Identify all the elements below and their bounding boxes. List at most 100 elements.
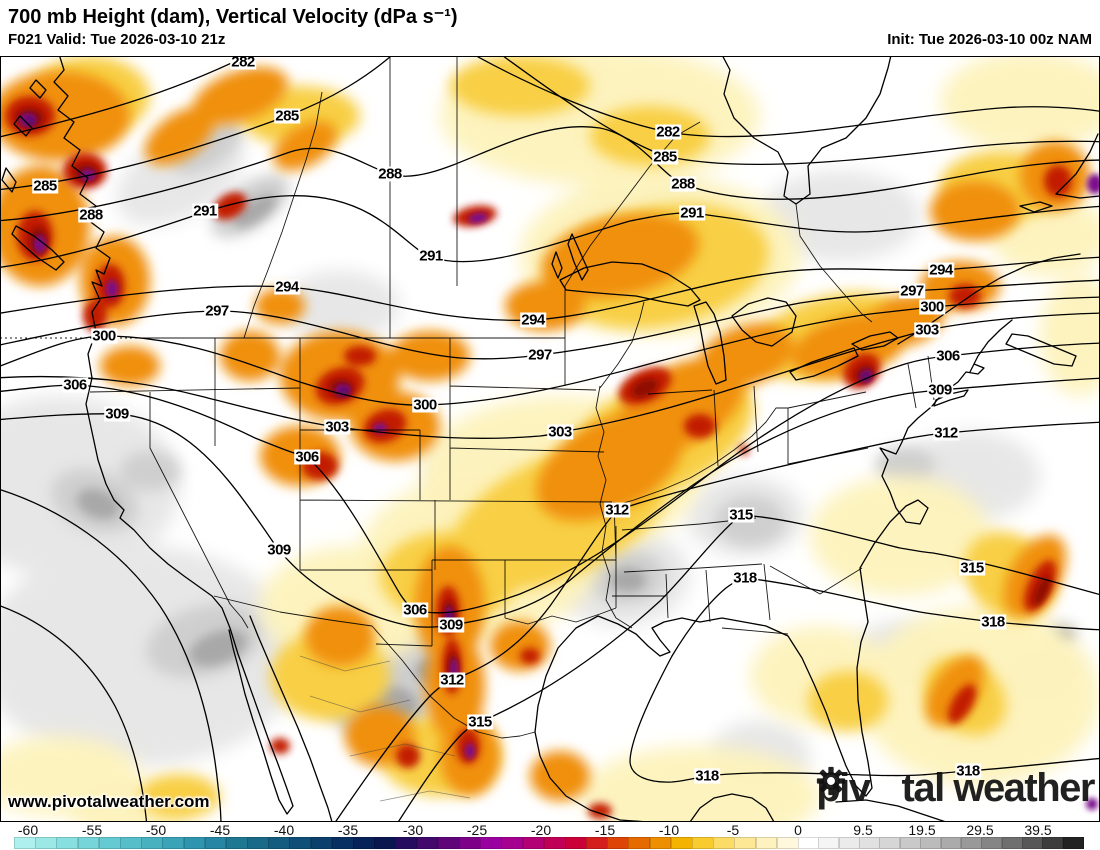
colorbar-cell (628, 837, 651, 849)
colorbar-cell (670, 837, 693, 849)
colorbar-tick--15: -15 (594, 822, 616, 838)
map-canvas (0, 56, 1100, 822)
contour-318-north (671, 577, 1100, 657)
colorbar-cell (649, 837, 672, 849)
colorbar-cell (353, 837, 375, 849)
contour-label-285: 285 (274, 107, 300, 125)
contour-label-312: 312 (604, 501, 630, 519)
colorbar-cell (501, 837, 524, 849)
colorbar-cell (879, 837, 901, 849)
colorbar-cell (859, 837, 881, 849)
nova-scotia (1005, 333, 1077, 367)
colorbar-cell (734, 837, 757, 849)
colorbar-tick-39.5: 39.5 (1024, 822, 1052, 838)
contour-label-312: 312 (933, 424, 959, 442)
contour-label-297: 297 (527, 346, 553, 364)
contour-315-west (0, 605, 148, 822)
weather-map: 282 282 285 285 285 288 288 288 291 291 291 294 294 2… (0, 56, 1100, 822)
colorbar-cell (564, 837, 587, 849)
lake-erie (789, 347, 859, 381)
yucatan (689, 793, 775, 822)
colorbar-cell (141, 837, 163, 849)
contour-312-west (0, 488, 222, 822)
colorbar-tick-9.5: 9.5 (853, 822, 873, 838)
forecast-valid-label: F021 Valid: Tue 2026-03-10 21z (8, 31, 226, 48)
contour-label-309: 309 (438, 616, 464, 634)
contour-label-291: 291 (679, 204, 705, 222)
colorbar-cell (960, 837, 982, 849)
lake-superior (559, 261, 701, 307)
colorbar-cell (77, 837, 100, 849)
contour-label-318: 318 (980, 613, 1006, 631)
contour-label-300: 300 (91, 327, 117, 345)
long-island (933, 389, 969, 407)
contour-label-282: 282 (655, 123, 681, 141)
cuba (835, 799, 947, 822)
geography-mexico-states (299, 655, 471, 802)
colorbar-bar (0, 837, 1100, 849)
haida-gwaii (1, 167, 17, 193)
colorbar-cell (416, 837, 439, 849)
colorbar-tick--35: -35 (337, 822, 359, 838)
border-rio-grande (371, 625, 536, 739)
model-init-label: Init: Tue 2026-03-10 00z NAM (887, 31, 1092, 48)
alaska-islands (13, 79, 47, 137)
lake-winnipeg (551, 233, 589, 281)
contour-label-285: 285 (32, 177, 58, 195)
contour-label-291: 291 (192, 202, 218, 220)
colorbar-cell (225, 837, 248, 849)
colorbar-tick--10: -10 (658, 822, 680, 838)
colorbar-cell (395, 837, 418, 849)
vancouver-island (11, 225, 65, 271)
colorbar-cell (1062, 837, 1084, 849)
contour-309 (0, 377, 1100, 628)
border-mississippi-river (595, 385, 633, 629)
colorbar-cell (480, 837, 502, 849)
colorbar-cell (56, 837, 79, 849)
colorbar-cell (1021, 837, 1043, 849)
contour-label-285: 285 (652, 148, 678, 166)
colorbar-tick--25: -25 (466, 822, 488, 838)
colorbar-cell (818, 837, 840, 849)
colorbar-cell (713, 837, 736, 849)
colorbar-cell (692, 837, 714, 849)
contour-label-309: 309 (927, 381, 953, 399)
page-title: 700 mb Height (dam), Vertical Velocity (… (8, 6, 458, 28)
gear-icon (817, 766, 901, 803)
colorbar-cell (543, 837, 566, 849)
contour-label-297: 297 (204, 302, 230, 320)
colorbar-cell (98, 837, 121, 849)
colorbar-cell (14, 837, 36, 849)
colorbar-cell (289, 837, 312, 849)
contour-label-306: 306 (402, 601, 428, 619)
colorbar-tick--55: -55 (81, 822, 103, 838)
contour-labels-layer: 282 282 285 285 285 288 288 288 291 291 291 294 294 2… (0, 56, 1100, 822)
colorbar-cell (1001, 837, 1023, 849)
coast-gulf-north (597, 407, 931, 797)
contour-label-294: 294 (928, 261, 954, 279)
colorbar-cell (458, 837, 481, 849)
coast-mexico-west (249, 615, 333, 822)
border-tn-al (623, 563, 763, 573)
lake-huron (731, 297, 797, 347)
border-southeast (612, 563, 863, 635)
contour-label-306: 306 (294, 448, 320, 466)
border-ca-nv (149, 392, 249, 629)
contour-label-312: 312 (439, 671, 465, 689)
colorbar-tick-29.5: 29.5 (966, 822, 994, 838)
colorbar-cell (920, 837, 942, 849)
colorbar-cell (268, 837, 291, 849)
colorbar-cell (162, 837, 185, 849)
border-bc-ab (243, 91, 323, 339)
contour-label-282: 282 (230, 56, 256, 71)
border-ohio-river (605, 407, 788, 509)
colorbar-cell (310, 837, 333, 849)
colorbar-tick--20: -20 (530, 822, 552, 838)
contour-label-294: 294 (274, 278, 300, 296)
border-midwest (647, 385, 759, 467)
contour-label-300: 300 (412, 396, 438, 414)
contour-label-309: 309 (266, 541, 292, 559)
contour-label-318: 318 (694, 767, 720, 785)
contour-label-297: 297 (899, 282, 925, 300)
coast-west (53, 56, 294, 815)
